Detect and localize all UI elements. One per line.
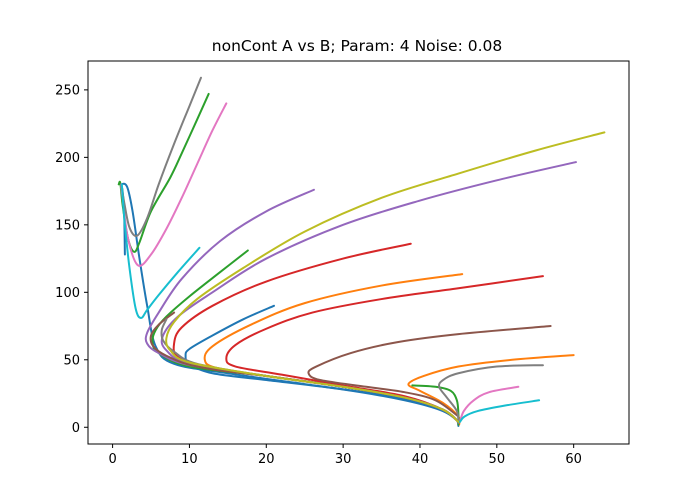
y-tick-label: 100 [55, 286, 80, 301]
x-tick-label: 50 [489, 452, 506, 467]
series-line-21 [458, 399, 541, 423]
series-line-4 [407, 354, 575, 426]
series-layer [117, 76, 606, 427]
x-tick-label: 30 [335, 452, 352, 467]
y-tick-label: 50 [63, 353, 80, 368]
series-line-19 [165, 131, 606, 423]
series-line-9 [225, 275, 544, 423]
x-tick-label: 10 [181, 452, 198, 467]
series-line-17 [438, 364, 544, 425]
x-tick-label: 40 [412, 452, 429, 467]
series-line-13 [149, 311, 460, 423]
series-line-20 [120, 183, 201, 319]
plot-frame [87, 60, 630, 445]
y-tick-label: 150 [55, 218, 80, 233]
series-line-15 [458, 385, 520, 423]
x-tick-label: 20 [258, 452, 275, 467]
series-line-2 [184, 304, 460, 423]
chart-title: nonCont A vs B; Param: 4 Noise: 0.08 [212, 37, 502, 55]
axes-layer: 0 10 20 30 40 50 60 0 50 100 150 200 250 [55, 60, 630, 467]
series-line-12 [307, 325, 552, 418]
x-tick-label: 60 [565, 452, 582, 467]
y-tick-label: 0 [72, 421, 80, 436]
y-tick-label: 250 [55, 83, 80, 98]
series-line-11 [160, 161, 577, 423]
y-tick-label: 200 [55, 151, 80, 166]
series-line-3 [203, 273, 464, 423]
series-line-6 [151, 249, 460, 423]
x-tick-label: 0 [108, 452, 116, 467]
